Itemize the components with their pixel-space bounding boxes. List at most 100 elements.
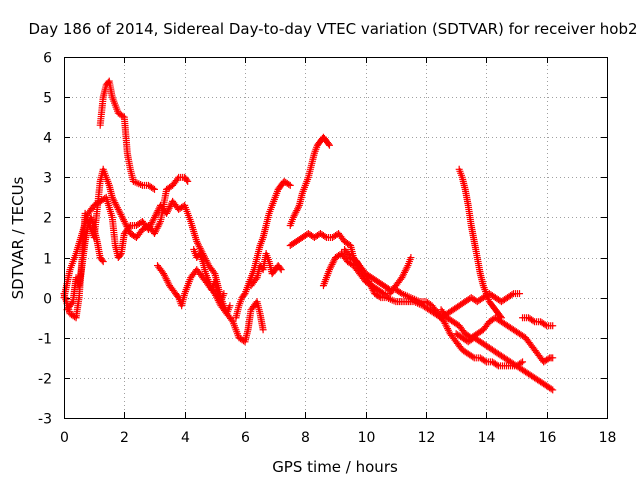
data-point xyxy=(529,317,537,325)
data-point xyxy=(441,319,449,327)
data-point xyxy=(152,210,160,218)
data-point xyxy=(365,278,373,286)
x-tick-label: 14 xyxy=(478,430,496,446)
data-point xyxy=(326,264,334,272)
data-point xyxy=(328,260,336,268)
grid-lines xyxy=(64,57,607,418)
data-point xyxy=(184,177,192,185)
data-point xyxy=(120,217,128,225)
data-point xyxy=(293,207,301,215)
x-tick-label: 8 xyxy=(301,430,310,446)
data-point xyxy=(440,318,448,326)
data-point xyxy=(151,212,159,220)
x-tick-label: 10 xyxy=(358,430,376,446)
data-point xyxy=(153,224,161,232)
data-point xyxy=(119,112,127,120)
data-point xyxy=(166,203,174,211)
data-point xyxy=(353,259,361,267)
data-point xyxy=(516,290,524,298)
data-point xyxy=(146,222,154,230)
data-point xyxy=(544,355,552,363)
y-tick-label: 5 xyxy=(43,91,52,107)
series-track-4 xyxy=(63,213,107,314)
data-point xyxy=(152,226,160,234)
data-point xyxy=(115,207,123,215)
data-point xyxy=(442,321,450,329)
data-point xyxy=(154,207,162,215)
data-point xyxy=(155,221,163,229)
data-point xyxy=(228,316,236,324)
x-tick-label: 6 xyxy=(241,430,250,446)
data-point xyxy=(156,219,164,227)
data-point xyxy=(443,323,451,331)
data-point xyxy=(108,193,116,201)
data-point xyxy=(497,314,505,322)
data-point xyxy=(400,268,408,276)
data-point xyxy=(151,228,159,236)
data-point xyxy=(163,208,171,216)
data-point xyxy=(117,211,125,219)
data-point xyxy=(162,275,170,283)
data-point xyxy=(401,267,409,275)
data-point xyxy=(113,202,121,210)
data-point xyxy=(549,322,557,330)
data-point xyxy=(259,326,267,334)
data-point xyxy=(541,321,549,329)
data-point xyxy=(547,385,555,393)
data-point xyxy=(353,258,361,266)
data-point xyxy=(369,286,377,294)
data-point xyxy=(402,265,410,273)
data-point xyxy=(325,141,333,149)
data-point xyxy=(368,284,376,292)
data-point xyxy=(116,209,124,217)
data-point xyxy=(164,206,172,214)
data-point xyxy=(163,276,171,284)
data-point xyxy=(519,358,527,366)
series-track-11 xyxy=(319,250,415,298)
data-point xyxy=(294,205,302,213)
x-tick-label: 16 xyxy=(539,430,557,446)
data-point xyxy=(276,264,284,272)
data-point xyxy=(220,290,228,298)
y-tick-label: 4 xyxy=(43,131,52,147)
data-point xyxy=(252,275,260,283)
data-points xyxy=(60,77,557,394)
data-point xyxy=(149,217,157,225)
data-point xyxy=(110,197,118,205)
y-tick-label: 0 xyxy=(43,292,52,308)
data-point xyxy=(321,232,329,240)
data-point xyxy=(147,220,155,228)
x-axis-label: GPS time / hours xyxy=(272,458,398,476)
data-point xyxy=(160,270,168,278)
data-point xyxy=(114,205,122,213)
data-point xyxy=(329,259,337,267)
y-tick-label: -1 xyxy=(38,332,52,348)
y-tick-label: 1 xyxy=(43,252,52,268)
plot-frame xyxy=(64,57,608,419)
data-point xyxy=(98,256,106,264)
data-point xyxy=(154,223,162,231)
series-track-7 xyxy=(232,177,294,322)
data-point xyxy=(109,195,117,203)
data-point xyxy=(285,180,293,188)
data-point xyxy=(496,312,504,320)
data-point xyxy=(357,266,365,274)
x-tick-label: 2 xyxy=(120,430,129,446)
series-track-14 xyxy=(455,165,505,322)
data-point xyxy=(366,279,374,287)
data-point xyxy=(549,354,557,362)
data-point xyxy=(375,293,383,301)
x-tick-label: 4 xyxy=(181,430,190,446)
data-point xyxy=(330,257,338,265)
data-point xyxy=(68,299,76,307)
data-point xyxy=(145,224,153,232)
x-tick-label: 0 xyxy=(60,430,69,446)
series-track-2 xyxy=(96,77,158,193)
y-tick-label: 3 xyxy=(43,171,52,187)
data-point xyxy=(403,263,411,271)
data-point xyxy=(356,264,364,272)
data-point xyxy=(292,208,300,216)
data-point xyxy=(151,213,158,221)
data-point xyxy=(324,140,332,148)
